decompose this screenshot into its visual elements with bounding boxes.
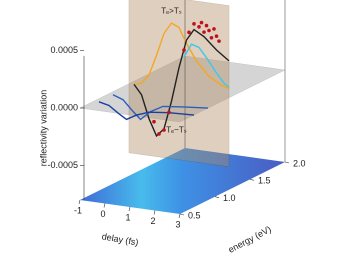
data-point [182,48,186,52]
y-tick [284,161,290,164]
data-point [197,25,201,29]
data-point [187,30,191,35]
x-tick [78,199,81,205]
curve [98,101,195,121]
annotation: Tₑ>Tₛ [161,7,181,16]
curve [133,28,230,138]
y-tick-label: 1.5 [258,176,271,186]
y-axis-label: energy (eV) [227,224,273,255]
data-point [214,34,219,38]
x-tick [128,206,131,212]
x-tick-label: 3 [175,219,180,229]
data-point [202,30,206,34]
y-tick-label: 1.0 [223,193,236,203]
y-tick-label: 0.5 [188,210,201,220]
data-point [207,28,211,33]
data-point [152,119,156,124]
x-tick-label: 0 [100,209,105,219]
x-tick [103,203,106,208]
y-tick [249,179,255,181]
floor-map [80,148,285,214]
x-tick-label: -1 [74,205,82,215]
x-tick [178,213,181,219]
curve [133,22,230,90]
z-tick-label: -0.0005 [47,160,78,170]
data-point [217,39,221,43]
x-axis-label: delay (fs) [101,231,139,247]
data-point [204,23,209,28]
z-tick-label: 0.0005 [50,45,78,55]
y-tick-label: 2.0 [293,158,306,168]
y-tick [179,213,185,216]
curve [183,43,230,88]
data-point [167,110,171,115]
data-point [209,35,214,40]
data-point [199,20,204,25]
z-tick-label: 0.0000 [50,102,78,112]
z-axis-label: reflectivity variation [38,90,48,167]
y-tick [214,196,220,198]
x-tick [153,210,156,215]
delay-plane [128,0,230,167]
data-point [157,132,161,136]
curve [112,94,209,121]
x-tick-label: 1 [125,212,130,222]
data-point [162,128,166,132]
annotation: Tₑ~Tₛ [166,126,186,135]
x-tick-label: 2 [150,216,155,226]
data-point [212,27,216,31]
data-point [192,22,196,26]
